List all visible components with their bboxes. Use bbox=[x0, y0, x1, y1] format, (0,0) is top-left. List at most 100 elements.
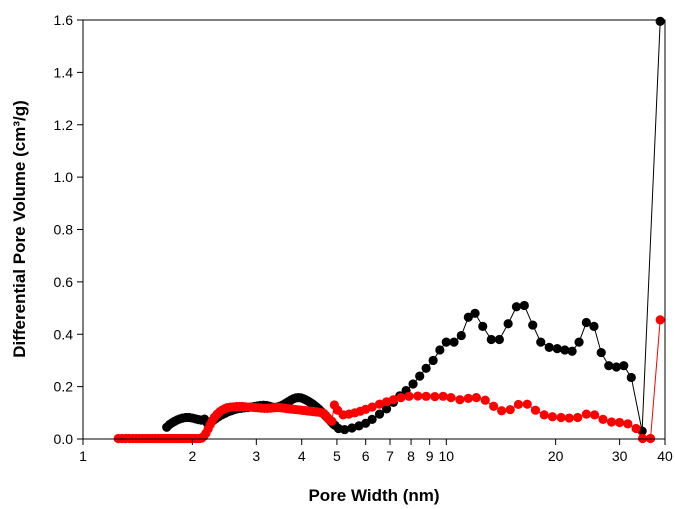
data-point bbox=[556, 412, 566, 423]
data-point bbox=[519, 300, 529, 311]
data-point bbox=[438, 391, 448, 401]
data-point bbox=[544, 342, 554, 352]
x-tick-label: 6 bbox=[362, 448, 370, 464]
data-point bbox=[528, 320, 538, 330]
x-tick-label: 1 bbox=[79, 448, 87, 464]
data-point bbox=[463, 393, 473, 404]
data-point bbox=[536, 337, 546, 347]
data-point bbox=[539, 410, 549, 420]
y-tick-label: 1.4 bbox=[54, 64, 74, 80]
data-point bbox=[489, 401, 499, 411]
data-point bbox=[530, 405, 541, 415]
data-point bbox=[494, 334, 504, 345]
data-point bbox=[428, 355, 438, 366]
data-point bbox=[388, 395, 398, 405]
data-point bbox=[598, 414, 608, 424]
data-point bbox=[449, 337, 459, 347]
data-point bbox=[374, 409, 385, 419]
data-point bbox=[396, 393, 406, 403]
data-point bbox=[626, 372, 636, 383]
y-tick-label: 0.4 bbox=[54, 326, 74, 342]
axes-layer: 1 2 3 4 5 6 7 8 9 10 20 30 40 0.0 0.2 0.4 0.6 0.8 1.0 1.2 1.… bbox=[54, 12, 673, 464]
plot-area-frame bbox=[82, 19, 666, 440]
data-point bbox=[513, 399, 524, 410]
data-point bbox=[503, 319, 513, 329]
data-point bbox=[581, 317, 591, 328]
data-point bbox=[564, 413, 574, 423]
data-point bbox=[480, 395, 490, 405]
data-point bbox=[655, 315, 665, 325]
data-point bbox=[604, 361, 614, 371]
data-point bbox=[631, 423, 641, 434]
x-tick-label: 3 bbox=[252, 448, 260, 464]
data-point bbox=[430, 391, 440, 402]
data-point bbox=[574, 337, 584, 347]
data-point bbox=[505, 405, 515, 415]
data-point bbox=[471, 393, 481, 403]
data-point bbox=[470, 308, 480, 318]
x-tick-label: 8 bbox=[407, 448, 415, 464]
data-point bbox=[567, 346, 577, 356]
data-point bbox=[367, 402, 377, 412]
x-tick-label: 7 bbox=[386, 448, 394, 464]
x-tick-label: 30 bbox=[612, 448, 628, 464]
y-axis-title: Differential Pore Volume (cm³/g) bbox=[10, 100, 29, 358]
data-point bbox=[367, 414, 377, 424]
data-point bbox=[497, 406, 507, 416]
data-point bbox=[547, 412, 558, 422]
data-point bbox=[404, 391, 414, 401]
x-tick-label: 4 bbox=[298, 448, 306, 464]
data-point bbox=[522, 399, 532, 409]
x-tick-label: 9 bbox=[426, 448, 434, 464]
data-point bbox=[455, 395, 465, 405]
y-tick-label: 0.2 bbox=[54, 379, 74, 395]
data-point bbox=[611, 362, 622, 372]
series-line bbox=[166, 21, 661, 432]
y-tick-label: 1.0 bbox=[54, 169, 74, 185]
data-point bbox=[456, 330, 466, 341]
data-point bbox=[619, 361, 629, 371]
data-point bbox=[421, 363, 431, 373]
data-point bbox=[606, 417, 617, 427]
data-point bbox=[374, 399, 385, 409]
data-point bbox=[463, 312, 473, 322]
y-tick-label: 0.8 bbox=[54, 222, 74, 238]
data-point bbox=[623, 419, 633, 429]
data-point bbox=[645, 433, 656, 444]
data-point bbox=[637, 433, 648, 444]
series-2 bbox=[113, 315, 665, 444]
x-axis-title: Pore Width (nm) bbox=[308, 486, 439, 505]
data-point bbox=[347, 423, 357, 433]
data-point bbox=[441, 337, 451, 347]
data-point bbox=[573, 412, 583, 423]
data-point bbox=[581, 409, 591, 419]
data-point bbox=[486, 334, 496, 345]
x-tick-label: 5 bbox=[333, 448, 341, 464]
y-tick-label: 1.6 bbox=[54, 12, 74, 28]
data-point bbox=[435, 345, 445, 355]
data-point bbox=[589, 321, 599, 331]
data-point bbox=[615, 417, 625, 428]
data-point bbox=[413, 391, 423, 401]
data-point bbox=[560, 345, 570, 355]
data-point bbox=[478, 321, 488, 331]
data-point bbox=[381, 404, 392, 414]
x-tick-label: 40 bbox=[657, 448, 673, 464]
x-tick-label: 2 bbox=[188, 448, 196, 464]
series-1 bbox=[162, 16, 665, 436]
y-tick-label: 0.0 bbox=[54, 431, 74, 447]
y-tick-label: 1.2 bbox=[54, 117, 74, 133]
data-point bbox=[511, 302, 522, 312]
data-point bbox=[655, 16, 665, 26]
data-point bbox=[589, 410, 600, 420]
data-point bbox=[596, 347, 606, 358]
data-point bbox=[552, 344, 562, 354]
data-point bbox=[327, 416, 337, 426]
data-point bbox=[421, 391, 431, 401]
x-tick-label: 20 bbox=[548, 448, 564, 464]
data-point bbox=[408, 379, 418, 389]
data-point bbox=[415, 371, 425, 381]
series-layer bbox=[113, 16, 665, 444]
